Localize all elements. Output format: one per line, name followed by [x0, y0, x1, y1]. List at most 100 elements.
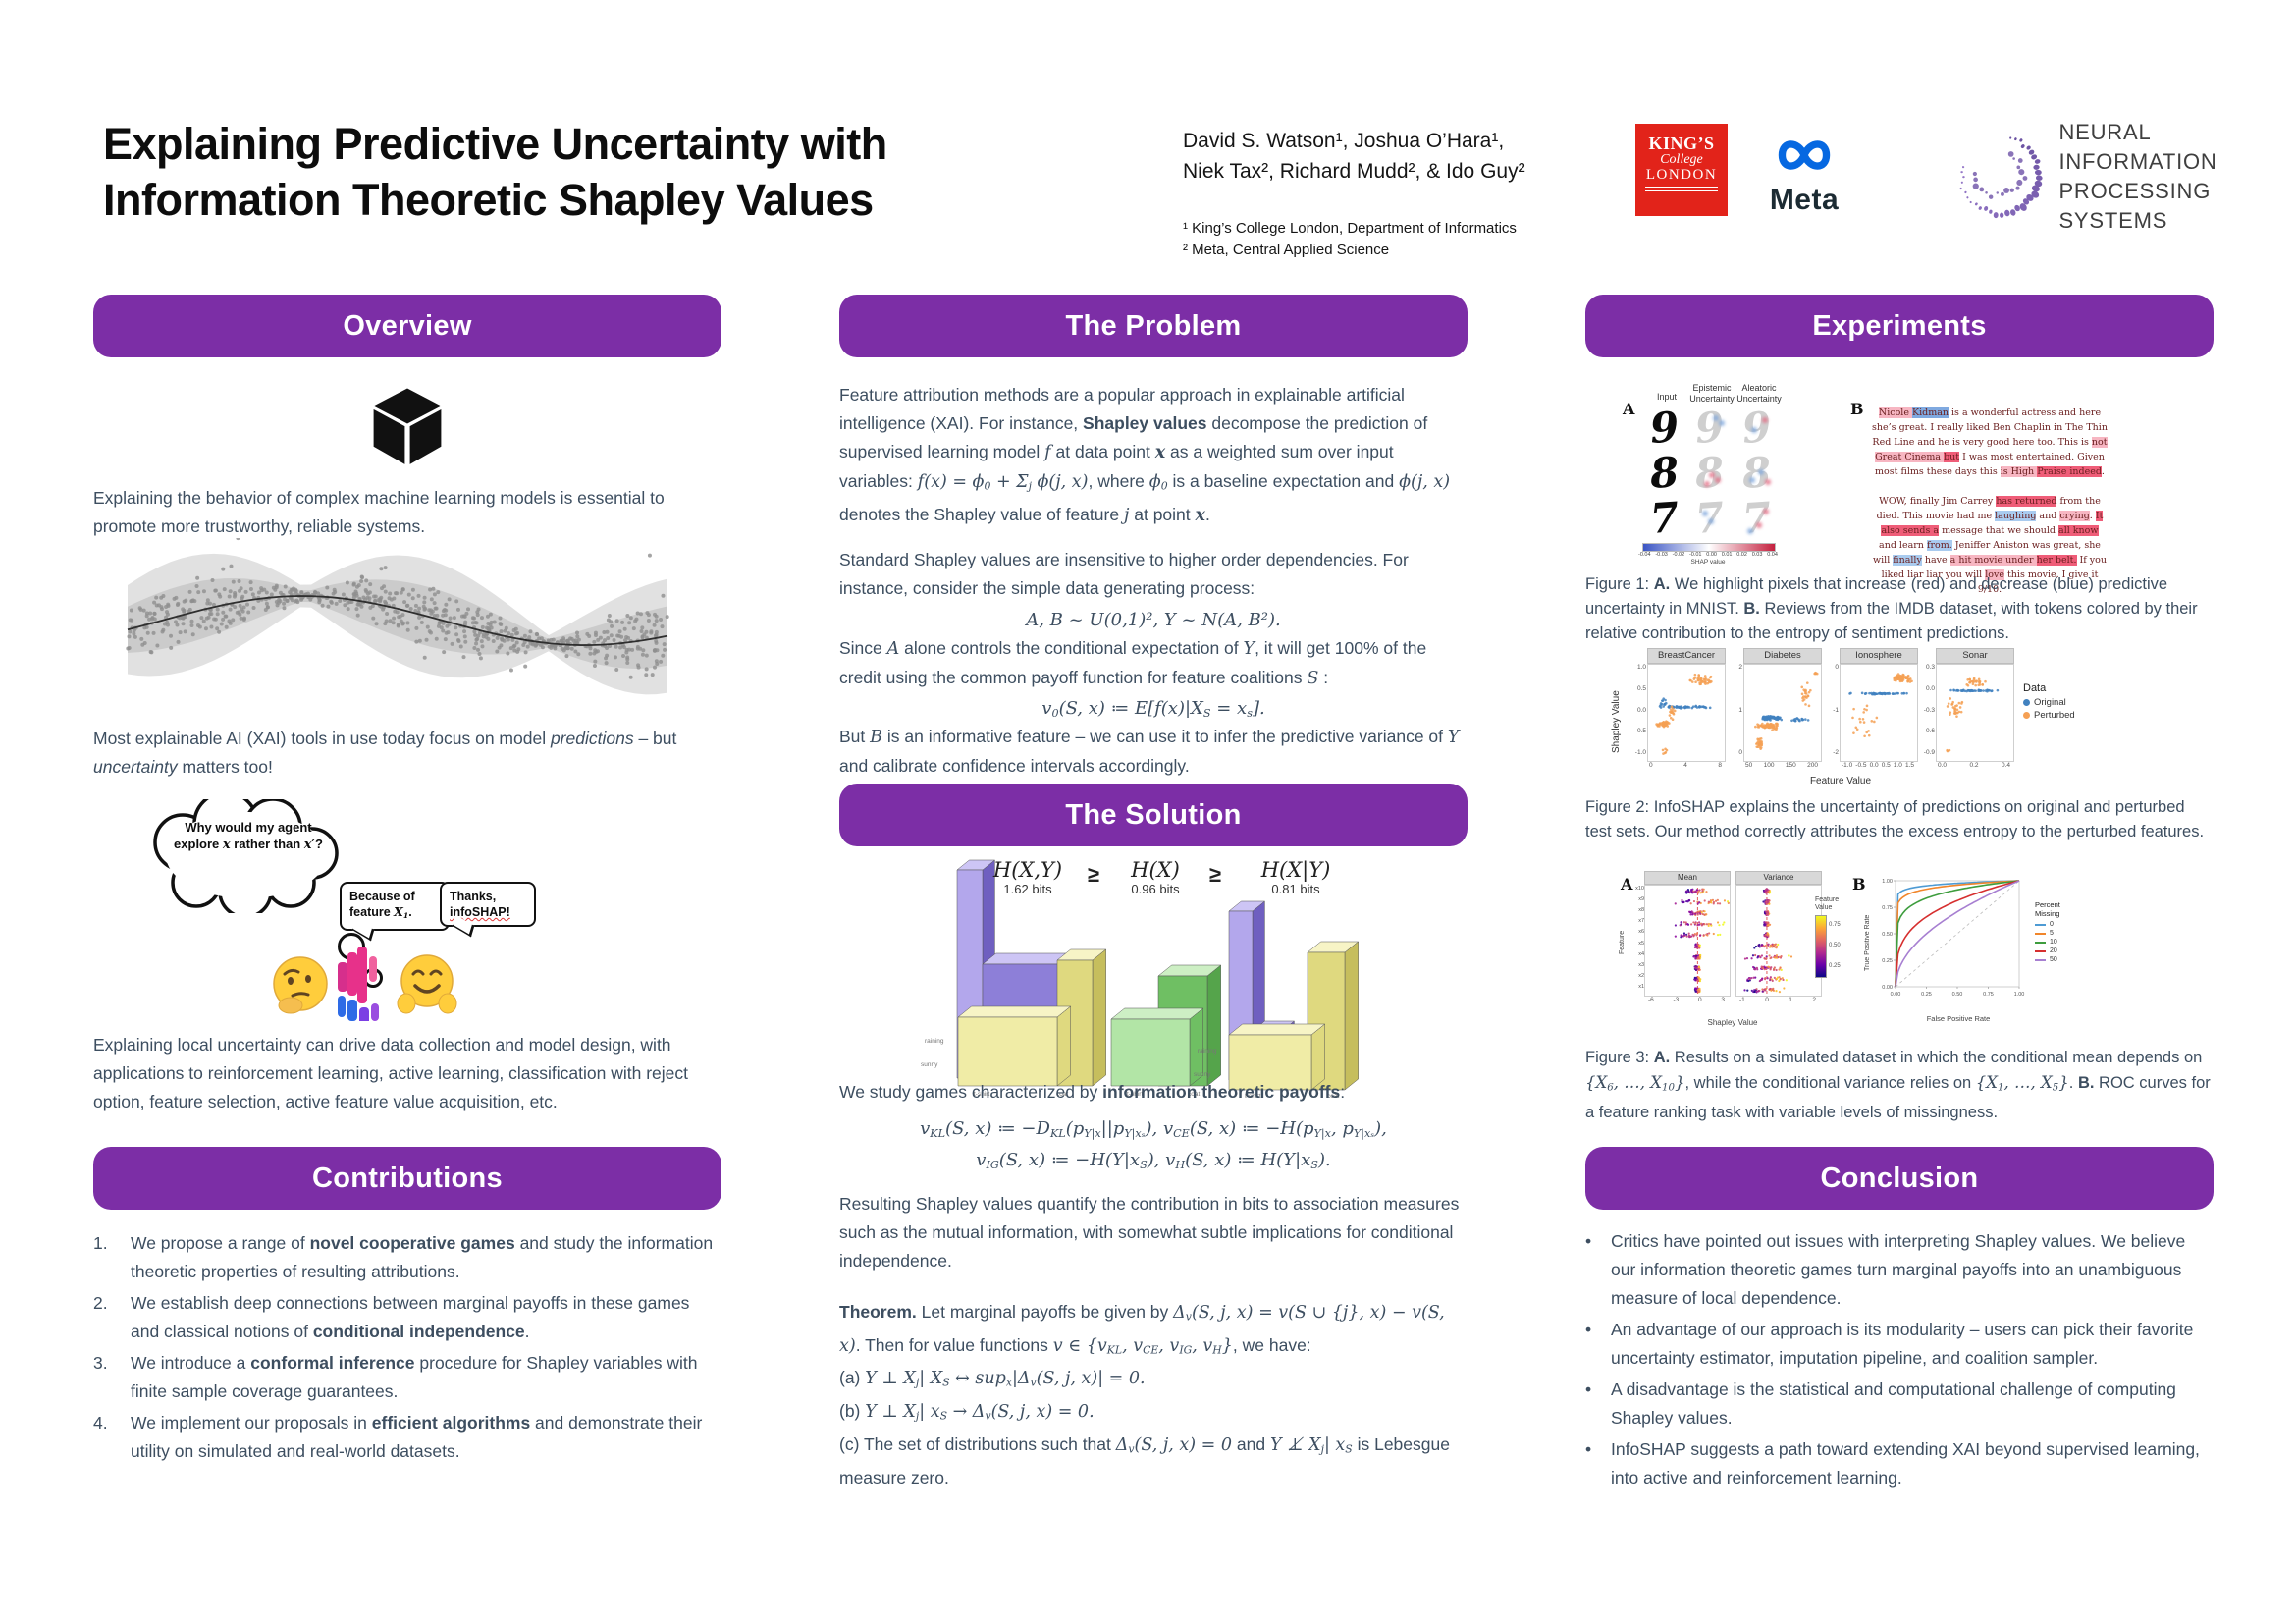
solution-paragraph-2: Resulting Shapley values quantify the co…	[839, 1194, 1460, 1271]
figure2-ylabel: Shapley Value	[1611, 690, 1622, 753]
equation-payoffs-line2: vIG(S, x) ≔ −H(Y|xS), vH(S, x) ≔ H(Y|xS)…	[976, 1150, 1331, 1171]
blackbox-cube-icon	[373, 388, 442, 464]
entropy-label-hxy: H(X,Y) 1.62 bits	[992, 858, 1063, 896]
mnist-col-header-input: Input	[1656, 392, 1678, 402]
overview-paragraph-1: Explaining the behavior of complex machi…	[93, 488, 665, 536]
speech-bubble-2: Thanks, infoSHAP!	[440, 882, 536, 938]
svg-text:0.50: 0.50	[1882, 932, 1893, 938]
roc-xlabel: False Positive Rate	[1926, 1014, 1991, 1023]
svg-text:coat: coat	[1056, 1091, 1068, 1098]
solution-paragraph-1: We study games characterized by informat…	[839, 1082, 1346, 1102]
figure2-legend: Data Original Perturbed	[2023, 682, 2075, 723]
mnist-digit-ep: 7	[1687, 493, 1733, 543]
svg-text:t-shirt: t-shirt	[1245, 1093, 1260, 1098]
figure2-panel-diabetes: 2 1 0 Diabetes 50 100 150 200	[1729, 648, 1822, 769]
svg-text:1.00: 1.00	[1882, 879, 1893, 885]
neurips-logo: NEURAL INFORMATION PROCESSING SYSTEMS	[1949, 96, 2296, 248]
imdb-review-1: Nicole Kidman is a wonderful actress and…	[1872, 407, 2108, 477]
figure3a-xlabel: Shapley Value	[1707, 1018, 1758, 1027]
figure2-panel-breastcancer: 1.0 0.5 0.0 -0.5 -1.0 BreastCancer 0 4 8	[1632, 648, 1726, 769]
roc-legend-entry: 50	[2035, 956, 2078, 963]
speech-bubble-1: Because of feature X1.	[340, 882, 450, 942]
problem-paragraph-2c: But B is an informative feature – we can…	[839, 727, 1460, 776]
entropy-label-hxgy: H(X|Y) 0.81 bits	[1260, 858, 1331, 896]
section-overview: Overview	[93, 295, 721, 357]
theorem-block: Theorem. Let marginal payoffs be given b…	[839, 1298, 1468, 1492]
kcl-logo-rule	[1645, 187, 1718, 191]
roc-ylabel: True Positive Rate	[1864, 914, 1871, 971]
theorem-a: (a) Y ⊥ Xj| XS ↔ supx|Δv(S, j, x)| = 0.	[839, 1368, 1146, 1390]
figure-2: Shapley Value 1.0 0.5 0.0 -0.5 -1.0 BreastCan…	[1585, 648, 2214, 793]
figure1-panel-a-label: A	[1623, 400, 1635, 418]
svg-text:sunny: sunny	[1194, 1071, 1211, 1078]
problem-paragraph-2a: Standard Shapley values are insensitive …	[839, 550, 1409, 598]
svg-text:raining: raining	[925, 1038, 944, 1045]
svg-text:1.00: 1.00	[2014, 992, 2025, 998]
figure2-legend-entry: Perturbed	[2023, 710, 2075, 721]
overview-paragraph-2: Most explainable AI (XAI) tools in use t…	[93, 729, 677, 777]
roc-legend-title: Percent Missing	[2035, 900, 2060, 918]
svg-text:sunny: sunny	[921, 1061, 938, 1068]
svg-text:raining: raining	[1198, 1048, 1217, 1055]
conclusion-item: • InfoSHAP suggests a path toward extendi…	[1585, 1439, 2200, 1488]
roc-legend: Percent Missing 0 5 10 20 50	[2035, 900, 2078, 965]
section-problem: The Problem	[839, 295, 1468, 357]
figure1-caption: Figure 1: A. We highlight pixels that in…	[1585, 575, 2198, 642]
roc-legend-entry: 10	[2035, 939, 2078, 946]
roc-legend-entry: 5	[2035, 930, 2078, 937]
svg-text:coat: coat	[1327, 1093, 1339, 1098]
figure2-panel-ionosphere: 0 -1 -2 Ionosphere -1.0 -0.5 0.0 0.5 1.0 1.5	[1825, 648, 1918, 769]
roc-legend-entry: 0	[2035, 921, 2078, 928]
svg-text:t-shirt: t-shirt	[974, 1091, 989, 1098]
figure3-caption: Figure 3: A. Results on a simulated data…	[1585, 1049, 2211, 1121]
figure2-panels: 1.0 0.5 0.0 -0.5 -1.0 BreastCancer 0 4 8 2 1 0 Diabe…	[1632, 648, 2017, 769]
svg-text:0.25: 0.25	[1882, 958, 1893, 964]
geq-symbol-2: ≥	[1209, 862, 1222, 887]
mnist-col-header-epistemic: Epistemic Uncertainty	[1689, 383, 1735, 404]
conclusion-list: • Critics have pointed out issues with in…	[1585, 1227, 2214, 1495]
figure3-panel-b-label: B	[1852, 875, 1866, 893]
meta-logo-label: Meta	[1769, 184, 1840, 216]
thinking-face-icon	[273, 956, 328, 1014]
shap-colorbar-ticks: -0.04 -0.03 -0.02 -0.01 0.00 0.01 0.02 0.03 0.04	[1638, 552, 1778, 558]
entropy-label-hx: H(X) 0.96 bits	[1131, 858, 1180, 896]
mnist-col-header-aleatoric: Aleatoric Uncertainty	[1736, 383, 1782, 404]
conclusion-item: • Critics have pointed out issues with in…	[1585, 1231, 2186, 1308]
affiliations: ¹ King’s College London, Department of I…	[1183, 220, 1517, 258]
roc-legend-entry: 20	[2035, 947, 2078, 954]
mnist-digit-al: 8	[1740, 448, 1774, 498]
shap-colorbar-label: SHAP value	[1690, 559, 1726, 566]
mnist-digit-ep: 9	[1693, 403, 1727, 453]
conclusion-item: • An advantage of our approach is its mod…	[1585, 1320, 2194, 1368]
mnist-digit-input: 7	[1648, 493, 1682, 543]
figure2-legend-title: Data	[2023, 682, 2047, 694]
roc-chart: 0.00 0.25 0.50 0.75 1.00 0.00 0.25 0.50 0.75 1.00	[1882, 879, 2025, 998]
figure2-caption: Figure 2: InfoSHAP explains the uncertai…	[1585, 798, 2205, 840]
section-conclusion: Conclusion	[1585, 1147, 2214, 1210]
section-solution: The Solution	[839, 784, 1468, 846]
shap-colorbar	[1642, 543, 1776, 552]
problem-paragraph-2b: Since A alone controls the conditional e…	[839, 638, 1427, 688]
mnist-digit-input: 8	[1648, 448, 1682, 498]
figure1-panel-b-label: B	[1850, 400, 1864, 418]
hugging-face-icon	[397, 954, 457, 1014]
entropy-blocks-chart: raining sunny t-shirt coat t-shirt coat rainin…	[921, 859, 1360, 1100]
figure3-feature-colorbar: Feature Value 0.75 0.50 0.25	[1815, 896, 1854, 978]
equation-payoff: v0(S, x) ≔ E[f(x)|XS = xs].	[1041, 698, 1265, 720]
contributions-list: 1. We propose a range of novel cooperativ…	[93, 1229, 721, 1469]
kcl-logo-line3: LONDON	[1645, 167, 1718, 183]
page-title: Explaining Predictive Uncertainty with I…	[103, 119, 887, 225]
overview-paragraph-3: Explaining local uncertainty can drive d…	[93, 1035, 688, 1111]
svg-text:0.75: 0.75	[1882, 905, 1893, 911]
figure3-beeswarm-panel-mean: x10 x9 x8 x7 x6 x5 x4 x3 x2 x1 Mean -6 -3 0 3	[1630, 871, 1731, 1003]
svg-text:0.50: 0.50	[1952, 992, 1963, 998]
meta-logo: Meta	[1745, 130, 1863, 217]
section-experiments: Experiments	[1585, 295, 2214, 357]
svg-text:0.75: 0.75	[1983, 992, 1994, 998]
authors: David S. Watson¹, Joshua O’Hara¹, Niek T…	[1183, 130, 1525, 183]
figure3-beeswarm-panel-variance: Variance -1 0 1 2	[1735, 871, 1822, 1003]
imdb-review-2: WOW, finally Jim Carrey has returned fro…	[1872, 496, 2108, 595]
figure3-beeswarm-panels: x10 x9 x8 x7 x6 x5 x4 x3 x2 x1 Mean -6 -3 0 3 Variance -…	[1630, 871, 1827, 1003]
svg-text:0.00: 0.00	[1891, 992, 1901, 998]
